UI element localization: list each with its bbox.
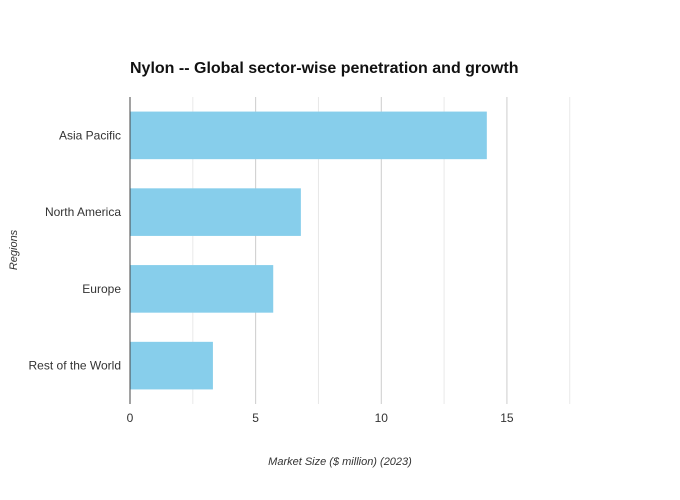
bar-north-america [130,188,301,236]
bar-europe [130,265,274,313]
category-labels: Asia Pacific North America Europe Rest of t… [29,128,122,372]
category-label: Rest of the World [29,359,121,373]
category-label: Europe [82,282,121,296]
bar-rest-of-the-world [130,341,213,390]
x-axis-title: Market Size ($ million) (2023) [268,456,412,468]
chart-title: Nylon -- Global sector-wise penetration … [130,60,518,77]
bars [130,111,487,390]
bar-asia-pacific [130,111,487,160]
x-tick-label: 5 [252,411,259,425]
x-tick-label: 10 [375,411,389,425]
x-tick-label: 0 [127,411,134,425]
category-label: North America [45,205,121,219]
y-axis-title: Regions [8,229,20,270]
x-tick-labels: 0 5 10 15 [127,411,514,425]
category-label: Asia Pacific [59,128,121,142]
x-tick-label: 15 [500,411,514,425]
